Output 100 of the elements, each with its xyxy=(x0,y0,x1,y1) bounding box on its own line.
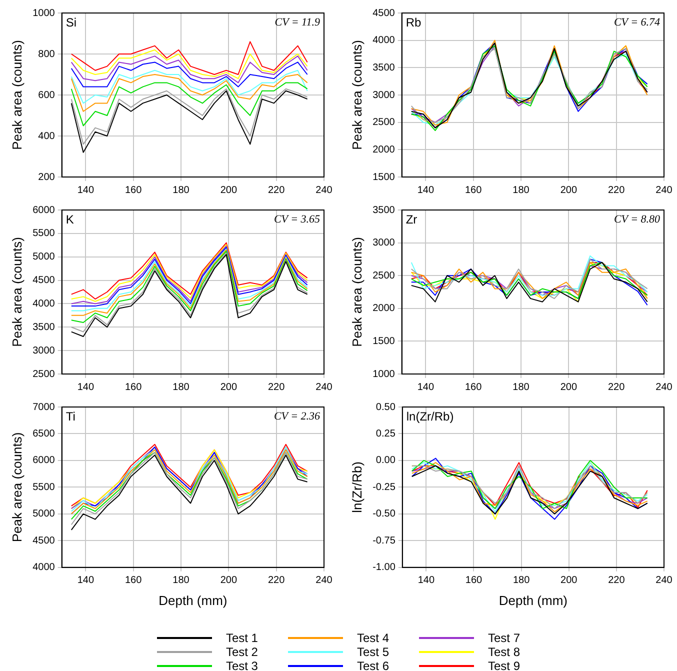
x-tick-label: 180 xyxy=(512,184,530,196)
legend-label: Test 4 xyxy=(356,631,389,645)
y-tick-label: 2500 xyxy=(372,270,396,282)
legend-label: Test 3 xyxy=(226,659,258,671)
y-axis-title: Peak area (counts) xyxy=(9,432,24,542)
y-tick-label: 5000 xyxy=(32,508,56,520)
y-tick-label: 7000 xyxy=(32,402,56,413)
x-tick-label: 200 xyxy=(220,575,238,586)
x-tick-label: 180 xyxy=(512,382,530,393)
y-tick-label: 3500 xyxy=(372,204,396,216)
y-tick-label: 3000 xyxy=(32,345,56,356)
y-tick-label: 5500 xyxy=(32,482,56,493)
annotation: CV = 3.65 xyxy=(274,213,320,226)
y-tick-label: 3500 xyxy=(372,62,396,74)
chart-title: Rb xyxy=(406,15,422,30)
y-tick-label: 3000 xyxy=(372,90,396,101)
y-tick-label: 5000 xyxy=(32,252,56,263)
x-tick-label: 160 xyxy=(125,575,142,586)
y-tick-label: 0.25 xyxy=(376,428,396,440)
legend-label: Test 5 xyxy=(356,645,389,659)
x-tick-label: 220 xyxy=(268,382,286,393)
x-tick-label: 220 xyxy=(608,184,626,196)
y-tick-label: 200 xyxy=(38,172,56,183)
x-tick-label: 240 xyxy=(316,575,333,586)
x-tick-label: 140 xyxy=(77,184,94,196)
y-axis-title: Peak area (counts) xyxy=(349,237,364,347)
y-tick-label: 4500 xyxy=(372,8,396,19)
y-tick-label: 5500 xyxy=(32,228,56,240)
x-tick-label: 200 xyxy=(560,382,578,393)
y-tick-label: 4500 xyxy=(32,535,56,546)
chart-title: K xyxy=(66,212,74,226)
chart-title: ln(Zr/Rb) xyxy=(406,409,454,424)
y-tick-label: 0.00 xyxy=(376,455,396,466)
y-axis-title: Peak area (counts) xyxy=(9,237,24,347)
y-tick-label: 4500 xyxy=(32,275,56,286)
chart-title: Zr xyxy=(406,212,418,226)
x-tick-label: 160 xyxy=(125,382,142,393)
y-tick-label: 4000 xyxy=(32,298,56,310)
x-tick-label: 180 xyxy=(172,382,190,393)
legend-label: Test 2 xyxy=(226,645,258,659)
y-tick-label: 0.50 xyxy=(376,402,396,413)
x-tick-label: 220 xyxy=(268,184,286,196)
y-tick-label: 6000 xyxy=(32,455,56,466)
x-tick-label: 200 xyxy=(220,382,238,393)
y-tick-label: 2000 xyxy=(372,144,396,156)
y-tick-label: 3500 xyxy=(32,322,56,333)
y-tick-label: -0.75 xyxy=(372,535,396,546)
legend-label: Test 7 xyxy=(488,631,520,645)
x-tick-label: 180 xyxy=(172,184,190,196)
x-tick-label: 160 xyxy=(465,184,482,196)
x-tick-label: 140 xyxy=(417,382,434,393)
x-tick-label: 180 xyxy=(512,575,530,586)
annotation: CV = 6.74 xyxy=(614,16,660,28)
y-tick-label: 4000 xyxy=(372,35,396,46)
legend-label: Test 9 xyxy=(488,659,520,671)
annotation: CV = 2.36 xyxy=(274,410,320,422)
x-tick-label: 180 xyxy=(172,575,190,586)
x-tick-label: 160 xyxy=(465,382,482,393)
annotation: CV = 11.9 xyxy=(274,16,320,28)
legend-label: Test 8 xyxy=(488,645,520,659)
y-tick-label: -0.50 xyxy=(372,508,396,520)
x-tick-label: 200 xyxy=(560,575,578,586)
x-axis-title: Depth (mm) xyxy=(498,592,568,608)
x-tick-label: 160 xyxy=(125,184,142,196)
x-tick-label: 240 xyxy=(656,184,673,196)
y-tick-label: 400 xyxy=(38,130,56,142)
y-tick-label: 600 xyxy=(38,90,56,101)
annotation: CV = 8.80 xyxy=(614,213,660,226)
x-tick-label: 240 xyxy=(656,575,673,586)
legend-label: Test 1 xyxy=(226,631,258,645)
x-tick-label: 240 xyxy=(316,184,333,196)
x-tick-label: 220 xyxy=(608,382,626,393)
y-tick-label: -0.25 xyxy=(372,482,396,493)
y-tick-label: 6000 xyxy=(32,204,56,216)
x-tick-label: 240 xyxy=(316,382,333,393)
y-tick-label: 800 xyxy=(38,48,56,60)
chart-title: Si xyxy=(66,15,77,30)
y-tick-label: 1500 xyxy=(372,336,396,347)
y-tick-label: 6500 xyxy=(32,428,56,440)
x-tick-label: 140 xyxy=(418,575,435,586)
y-axis-title: Peak area (counts) xyxy=(9,40,24,150)
x-tick-label: 200 xyxy=(560,184,578,196)
y-tick-label: 1500 xyxy=(372,172,396,183)
y-tick-label: 2500 xyxy=(372,117,396,128)
x-tick-label: 220 xyxy=(268,575,286,586)
x-tick-label: 200 xyxy=(220,184,238,196)
x-tick-label: 140 xyxy=(77,575,94,586)
y-tick-label: 3000 xyxy=(372,238,396,249)
y-tick-label: 4000 xyxy=(32,562,56,574)
x-tick-label: 240 xyxy=(656,382,673,393)
chart-title: Ti xyxy=(66,409,76,424)
legend-label: Test 6 xyxy=(356,659,389,671)
x-tick-label: 160 xyxy=(465,575,483,586)
x-tick-label: 140 xyxy=(417,184,434,196)
y-axis-title: Peak area (counts) xyxy=(349,40,364,150)
y-tick-label: 1000 xyxy=(372,368,396,380)
y-axis-title: ln(Zr/Rb) xyxy=(349,462,364,513)
y-tick-label: -1.00 xyxy=(372,562,396,574)
y-tick-label: 2000 xyxy=(372,303,396,314)
x-tick-label: 140 xyxy=(77,382,94,393)
